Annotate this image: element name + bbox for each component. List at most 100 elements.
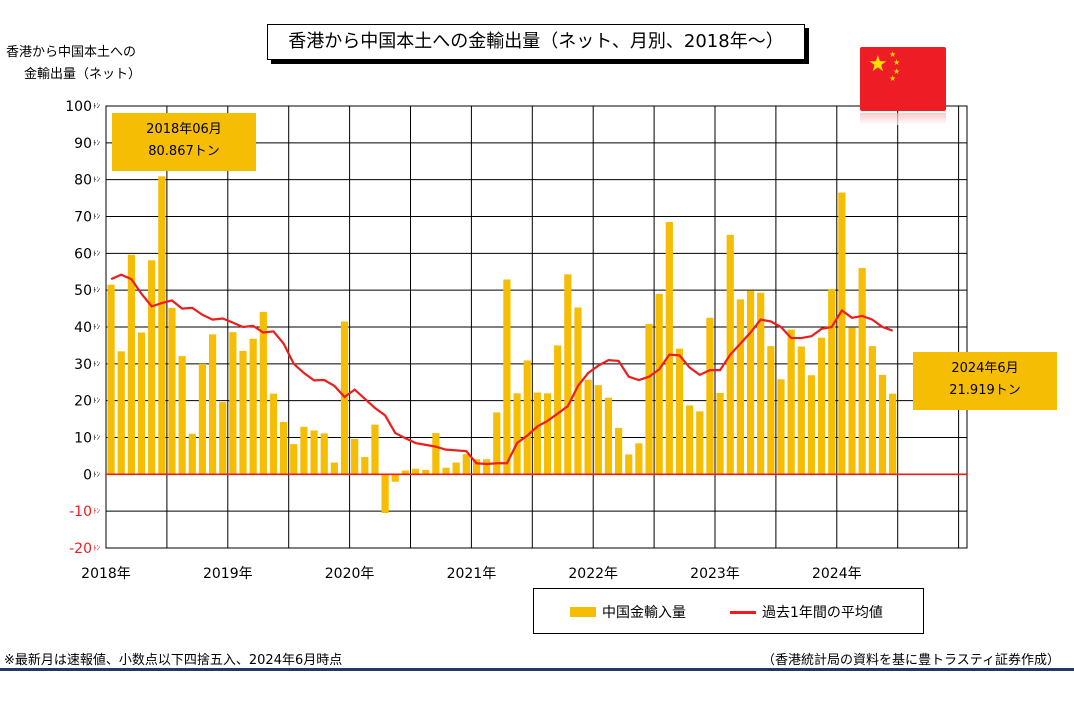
y-tick-label: -20 [69,541,92,557]
bar [797,346,805,475]
bar [645,324,653,475]
bar [523,360,531,475]
y-tick-unit: ﾄﾝ [93,286,100,294]
bar [838,192,846,475]
bar [432,433,440,475]
x-tick-label: 2019年 [203,566,253,582]
bar [564,274,572,475]
bar [117,351,125,475]
moving-average-line [110,273,894,466]
y-tick-unit: ﾄﾝ [93,213,100,221]
x-tick-label: 2024年 [812,566,862,582]
x-tick-label: 2020年 [325,566,375,582]
bar [158,176,166,475]
bar [686,405,694,475]
bar [290,444,298,475]
y-tick-label: 30 [74,357,92,373]
bar [493,412,501,475]
bar [411,468,420,475]
bar [828,289,836,475]
bar [878,374,887,475]
bar [584,379,592,475]
bar [554,345,562,475]
y-tick-unit: ﾄﾝ [93,176,100,184]
bar [574,307,582,475]
legend-line-swatch [730,610,756,614]
y-tick-unit: ﾄﾝ [93,360,100,368]
china-flag-icon: ★ ★ ★ ★ ★ [860,47,946,125]
grid [105,105,968,549]
bar [300,426,308,475]
bar [381,474,389,513]
bar [229,332,237,475]
bar [198,363,207,475]
legend-bar-swatch [570,607,596,617]
bar [422,469,430,475]
bar [371,424,379,475]
bar [868,346,876,475]
y-axis-label: 香港から中国本土への 金輸出量（ネット） [6,42,141,86]
y-tick-label: 80 [74,173,92,189]
bottom-rule [0,668,1074,671]
bar [472,459,481,475]
y-tick-unit: ﾄﾝ [93,323,100,331]
bar [696,411,704,475]
bar [889,393,897,475]
bar [442,467,450,475]
x-tick-label: 2023年 [690,566,740,582]
bar [137,332,146,475]
bar [107,284,115,475]
y-tick-unit: ﾄﾝ [93,397,100,405]
bar [239,350,247,475]
annotation-latest-value: 21.919トン [949,383,1021,398]
bar [655,293,663,475]
legend: 中国金輸入量 過去1年間の平均値 [533,588,924,634]
bar [310,430,318,475]
y-tick-label: 10 [74,431,92,447]
bar [787,329,795,475]
chart-title: 香港から中国本土への金輸出量（ネット、月別、2018年～） [267,24,805,60]
bar [259,311,267,475]
bar [462,454,470,475]
legend-item-line: 過去1年間の平均値 [730,602,883,622]
bar [757,292,765,475]
bar [543,393,552,475]
x-ticks: 2018年 2019年 2020年 2021年 2022年 2023年 2024年 [81,566,861,582]
y-tick-label: 0 [83,467,92,483]
x-tick-label: 2021年 [447,566,497,582]
footnote-source: （香港統計局の資料を基に豊トラスティ証券作成） [762,653,1060,668]
legend-item-bars: 中国金輸入量 [570,602,686,622]
y-tick-unit: ﾄﾝ [93,470,100,478]
y-tick-label: 100 [65,99,92,115]
bar [858,268,866,475]
y-tick-label: 70 [74,210,92,226]
bar [807,375,816,475]
bar [269,393,278,475]
y-tick-label: 90 [74,136,92,152]
bar [483,459,491,475]
y-tick-unit: ﾄﾝ [93,507,100,515]
bar [614,427,623,475]
bar [391,474,399,482]
bar-series [107,176,897,513]
y-tick-unit: ﾄﾝ [93,544,100,552]
y-axis-label-line1: 香港から中国本土への [6,45,137,60]
legend-line-label: 過去1年間の平均値 [762,605,883,621]
bar [706,317,714,475]
bar [503,279,511,475]
bar [716,392,724,475]
bar [604,397,613,475]
y-tick-unit: ﾄﾝ [93,102,100,110]
bar [452,462,460,475]
bar [736,299,744,475]
bar [361,457,369,475]
annotation-first-month: 2018年06月 80.867トン [112,113,256,171]
bar [675,348,684,475]
bar [148,260,156,475]
bar [817,337,826,475]
y-tick-label: -10 [69,504,92,520]
bar [168,307,176,475]
bar [188,433,196,475]
bar [533,392,541,475]
